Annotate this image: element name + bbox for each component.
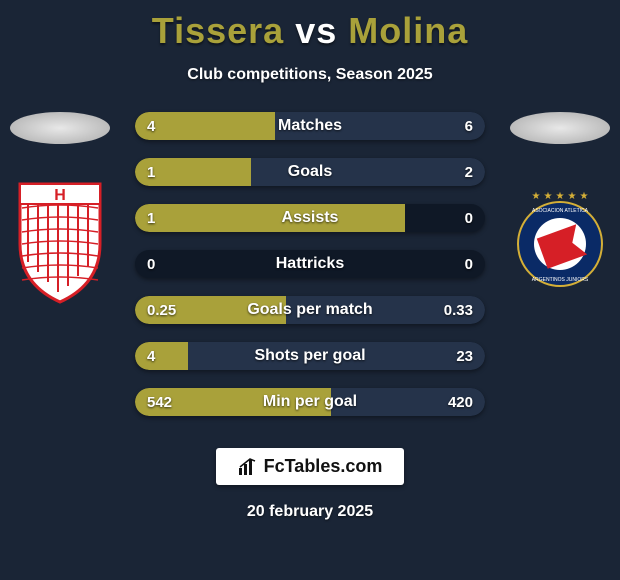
stat-value-left: 0.25 (147, 296, 176, 324)
svg-text:ARGENTINOS JUNIORS: ARGENTINOS JUNIORS (532, 277, 589, 283)
stat-row: Assists1 0 (135, 204, 485, 232)
stat-label: Assists (135, 204, 485, 232)
stat-value-left: 542 (147, 388, 172, 416)
stat-value-right: 0.33 (444, 296, 473, 324)
player2-name: Molina (348, 10, 468, 51)
stat-row: Goals per match0.25 0.33 (135, 296, 485, 324)
svg-text:★: ★ (544, 191, 553, 202)
club-right: ★★★★★ASOCIACION ATLETICAARGENTINOS JUNIO… (510, 174, 610, 304)
right-side: ★★★★★ASOCIACION ATLETICAARGENTINOS JUNIO… (500, 112, 620, 304)
stat-bars: Matches46Goals12Assists10Hattricks00Goal… (135, 112, 485, 434)
stat-row: Goals1 2 (135, 158, 485, 186)
svg-text:ASOCIACION ATLETICA: ASOCIACION ATLETICA (532, 208, 589, 214)
club-right-badge: ★★★★★ASOCIACION ATLETICAARGENTINOS JUNIO… (510, 189, 610, 289)
stat-row: Hattricks0 0 (135, 250, 485, 278)
club-left-badge: H (10, 174, 110, 304)
stat-label: Hattricks (135, 250, 485, 278)
date-text: 20 february 2025 (247, 503, 373, 521)
brand-icon (238, 458, 258, 476)
stat-value-left: 0 (147, 250, 155, 278)
left-side: H (0, 112, 120, 304)
stat-label: Min per goal (135, 388, 485, 416)
stat-value-left: 1 (147, 204, 155, 232)
footer: FcTables.com 20 february 2025 (0, 448, 620, 521)
stat-row: Min per goal542 420 (135, 388, 485, 416)
content-area: H ★★★★★ASOCIACION ATLETICAARGENTINOS JUN… (0, 112, 620, 442)
vs-text: vs (295, 10, 337, 51)
stat-label: Goals per match (135, 296, 485, 324)
player2-avatar (510, 112, 610, 144)
club-left: H (10, 174, 110, 304)
stat-value-right: 6 (465, 112, 473, 140)
stat-value-right: 2 (465, 158, 473, 186)
svg-text:★: ★ (568, 191, 577, 202)
stat-value-right: 23 (456, 342, 473, 370)
stat-label: Shots per goal (135, 342, 485, 370)
stat-value-left: 1 (147, 158, 155, 186)
stat-value-right: 0 (465, 250, 473, 278)
svg-text:★: ★ (556, 191, 565, 202)
stat-value-right: 420 (448, 388, 473, 416)
svg-text:★: ★ (580, 191, 589, 202)
stat-value-right: 0 (465, 204, 473, 232)
comparison-title: Tissera vs Molina (0, 0, 620, 52)
stat-row: Shots per goal4 23 (135, 342, 485, 370)
stat-row: Matches4 6 (135, 112, 485, 140)
brand-badge[interactable]: FcTables.com (216, 448, 405, 485)
subtitle: Club competitions, Season 2025 (0, 66, 620, 84)
stat-label: Goals (135, 158, 485, 186)
stat-value-left: 4 (147, 342, 155, 370)
player1-name: Tissera (152, 10, 284, 51)
brand-text: FcTables.com (264, 456, 383, 477)
stat-label: Matches (135, 112, 485, 140)
player1-avatar (10, 112, 110, 144)
svg-text:H: H (54, 187, 66, 204)
svg-text:★: ★ (532, 191, 541, 202)
stat-value-left: 4 (147, 112, 155, 140)
